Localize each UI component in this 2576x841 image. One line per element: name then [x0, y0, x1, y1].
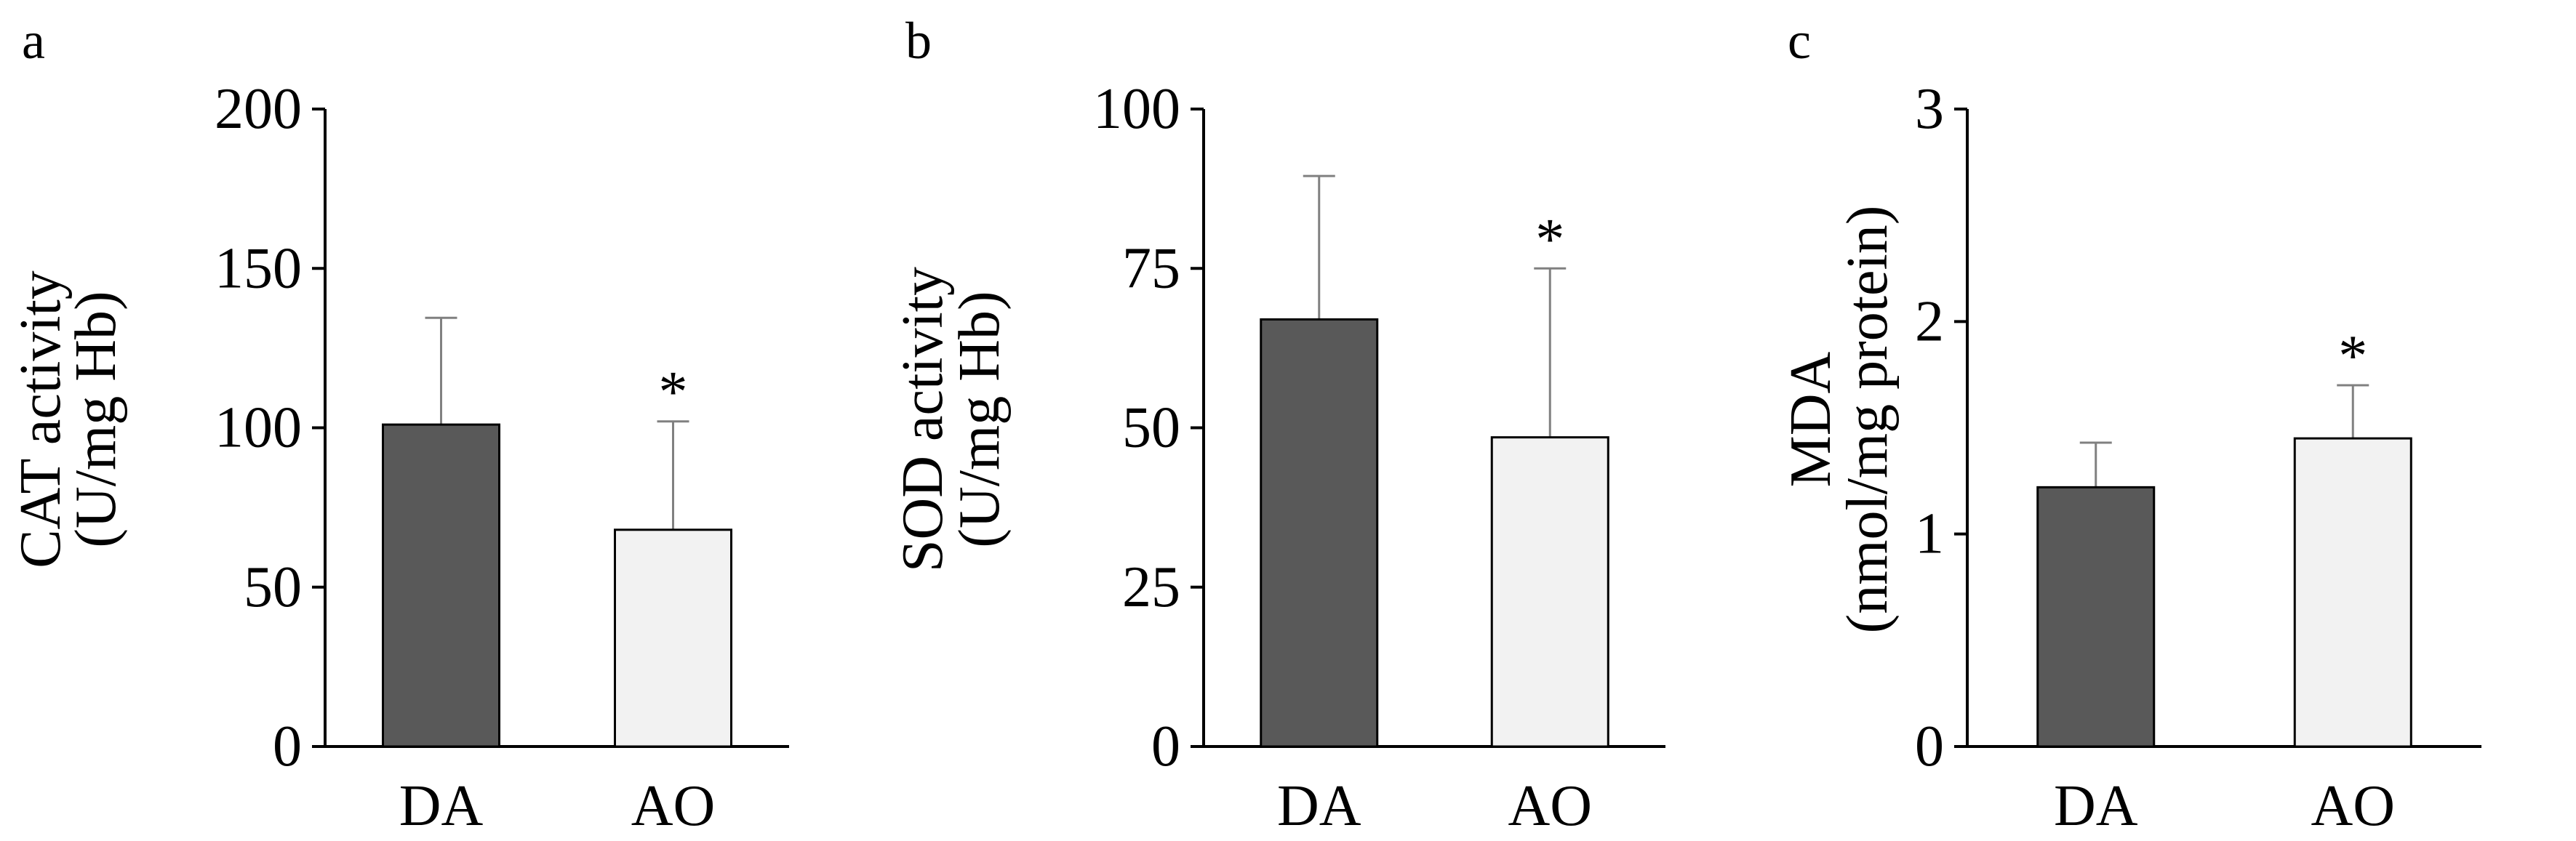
panel-c-category-label-ao: AO	[2311, 774, 2395, 838]
panel-a-ytick-label: 150	[215, 236, 302, 300]
panel-a-ytick-label: 0	[273, 715, 302, 778]
panel-a-ytick-label: 50	[244, 555, 302, 619]
panel-c-ytick-label: 1	[1915, 502, 1944, 566]
panel-b-ytick-label: 50	[1122, 396, 1180, 460]
panel-b: b SOD activity (U/mg Hb) 0 25 50 75 100 DA AO *	[891, 12, 1665, 838]
panel-a-ytick-label: 100	[215, 396, 302, 460]
panel-c: c MDA (nmol/mg protein) 0 1 2 3 DA AO *	[1779, 12, 2481, 838]
panel-b-ytick-label: 25	[1122, 555, 1180, 619]
panel-b-ytick-label: 75	[1122, 236, 1180, 300]
panel-c-plot: 0 1 2 3 DA AO *	[1915, 77, 2481, 838]
panel-a-ylabel-line2: (U/mg Hb)	[64, 291, 128, 547]
panel-a-bar-da	[382, 423, 500, 748]
panel-b-bar-ao	[1490, 436, 1609, 748]
panel-c-label: c	[1788, 12, 1811, 70]
panel-b-plot: 0 25 50 75 100 DA AO *	[1093, 77, 1665, 838]
panel-c-bar-da	[2036, 486, 2156, 748]
panel-b-ytick-label: 0	[1151, 715, 1180, 778]
panel-c-category-label-da: DA	[2054, 774, 2138, 838]
panel-c-ytick-label: 3	[1915, 77, 1944, 141]
panel-b-bar-da	[1260, 318, 1379, 748]
panel-a-ylabel-line1: CAT activity	[9, 270, 73, 568]
panel-b-ylabel-line1: SOD activity	[891, 267, 955, 572]
panel-b-category-label-da: DA	[1277, 774, 1361, 838]
panel-a-significance-ao: *	[659, 361, 688, 424]
panel-a-label: a	[22, 12, 45, 70]
panel-a: a CAT activity (U/mg Hb) 0 50 100 150 200 DA A…	[9, 12, 789, 838]
panel-c-ylabel-line2: (nmol/mg protein)	[1836, 206, 1900, 634]
panel-c-significance-ao: *	[2338, 324, 2367, 388]
panel-a-category-label-ao: AO	[631, 774, 716, 838]
panel-c-ylabel-line1: MDA	[1779, 351, 1843, 487]
panel-c-bar-ao	[2293, 437, 2412, 748]
panel-b-category-label-ao: AO	[1508, 774, 1592, 838]
panel-a-category-label-da: DA	[399, 774, 484, 838]
panel-b-label: b	[905, 12, 932, 70]
panel-b-ytick-label: 100	[1093, 77, 1180, 141]
panel-c-ytick-label: 2	[1915, 289, 1944, 353]
panel-a-ytick-label: 200	[215, 77, 302, 141]
panel-a-bar-ao	[614, 528, 732, 748]
panel-b-significance-ao: *	[1535, 207, 1564, 271]
panel-a-plot: 0 50 100 150 200 DA AO *	[215, 77, 789, 838]
panel-c-ytick-label: 0	[1915, 715, 1944, 778]
panel-b-ylabel-line2: (U/mg Hb)	[948, 291, 1012, 547]
